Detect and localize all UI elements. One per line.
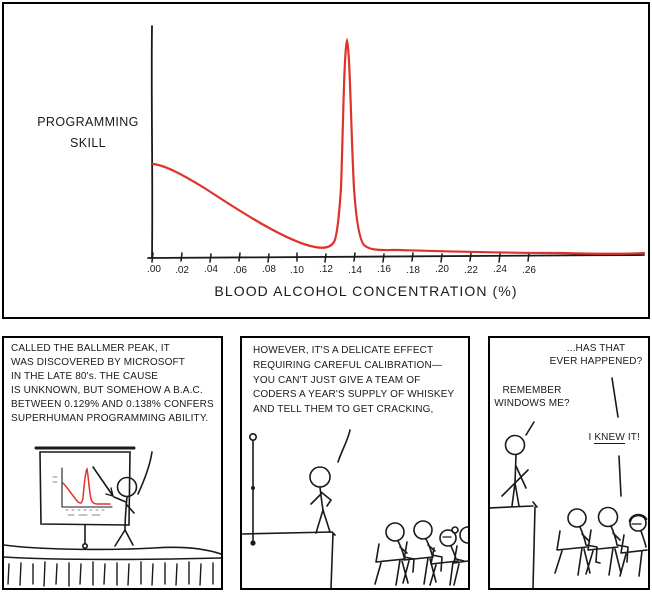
speech-line-text: EVER HAPPENED?: [549, 356, 643, 367]
tick-label: .26: [522, 265, 536, 276]
skill-curve: [151, 37, 646, 255]
presenter-figure: [501, 434, 529, 507]
chart-panel: .00 .02 .04 .06 .08 .10 .12 .14 .16 .18 …: [2, 2, 650, 319]
panel-3-scene: [490, 377, 648, 588]
audience-member: [374, 522, 415, 586]
mic-stand: [249, 433, 258, 546]
speaker-line: [337, 429, 351, 463]
speech-far: ...HAS THAT EVER HAPPENED?: [546, 342, 646, 368]
y-axis-label: PROGRAMMING SKILL: [37, 115, 139, 150]
panel-1-caption: CALLED THE BALLMER PEAK, IT WAS DISCOVER…: [11, 342, 214, 426]
speech-line-text: WINDOWS ME?: [494, 398, 570, 409]
ballmer-peak-chart: .00 .02 .04 .06 .08 .10 .12 .14 .16 .18 …: [37, 25, 646, 299]
speech-line-far: [611, 377, 619, 418]
speech-audience: I KNEW IT!: [588, 431, 640, 444]
caption-line: BETWEEN 0.129% AND 0.138% CONFERS: [11, 399, 214, 410]
tick-label: .02: [175, 265, 189, 276]
pointer-stick: [92, 466, 114, 497]
panel-2: HOWEVER, IT'S A DELICATE EFFECT REQUIRIN…: [240, 336, 470, 590]
audience-member: [453, 526, 468, 586]
tick-label: .24: [493, 264, 507, 275]
tick-label: .00: [147, 264, 161, 275]
caption-line: WAS DISCOVERED BY MICROSOFT: [11, 357, 186, 368]
audience-member: [619, 513, 648, 577]
speech-line-audience: [618, 455, 622, 497]
tick-label: .16: [377, 264, 391, 275]
audience-member: [554, 508, 601, 576]
x-axis-line: [147, 254, 645, 259]
speech-line-text: REMEMBER: [502, 385, 562, 396]
audience: [554, 506, 648, 577]
stage: [242, 531, 336, 588]
speech-presenter: REMEMBER WINDOWS ME?: [492, 384, 572, 410]
caption-line: IN THE LATE 80's. THE CAUSE: [11, 371, 159, 382]
panel-2-caption: HOWEVER, IT'S A DELICATE EFFECT REQUIRIN…: [253, 344, 454, 418]
x-axis-title: BLOOD ALCOHOL CONCENTRATION (%): [214, 283, 517, 299]
panel-3: ...HAS THAT EVER HAPPENED? REMEMBER WIND…: [488, 336, 650, 590]
chair: [554, 530, 591, 576]
y-axis-label-line2: SKILL: [70, 136, 106, 150]
projector-screen: [34, 446, 136, 550]
chair: [402, 541, 437, 585]
panel-1: CALLED THE BALLMER PEAK, IT WAS DISCOVER…: [2, 336, 223, 590]
presenter-figure: [113, 476, 138, 547]
caption-line: CODERS A YEAR'S SUPPLY OF WHISKEY: [253, 389, 455, 401]
audience-member: [585, 506, 629, 576]
x-axis-ticks: [151, 252, 530, 263]
hair: [628, 513, 648, 523]
chair: [619, 534, 648, 577]
speech-pre: I: [588, 432, 595, 443]
stage-hatching: [7, 561, 214, 587]
caption-line: CALLED THE BALLMER PEAK, IT: [11, 343, 170, 354]
mini-chart: [52, 467, 113, 516]
y-axis-line: [150, 25, 154, 258]
chair: [429, 547, 459, 586]
speech-line-presenter: [525, 421, 535, 436]
pointer-arrowhead: [105, 487, 114, 497]
tick-label: .14: [348, 265, 362, 276]
podium: [490, 501, 538, 588]
chair: [453, 545, 468, 586]
chair: [374, 543, 409, 586]
caption-line: REQUIRING CAREFUL CALIBRATION—: [253, 359, 442, 371]
speaker-line: [137, 451, 153, 495]
caption-line: IS UNKNOWN, BUT SOMEHOW A B.A.C.: [11, 385, 203, 396]
audience: [374, 520, 468, 586]
caption-line: AND TELL THEM TO GET CRACKING,: [253, 404, 434, 416]
tick-label: .08: [262, 264, 276, 275]
tick-label: .22: [464, 265, 478, 276]
audience-member: [402, 520, 443, 585]
tick-label: .12: [319, 264, 333, 275]
tick-label: .10: [290, 265, 304, 276]
speech-underlined-word: KNEW: [594, 432, 625, 444]
stage: [4, 544, 221, 587]
mini-chart-tiny-labels: [52, 476, 105, 516]
speech-line-text: ...HAS THAT: [566, 343, 626, 354]
x-tick-labels: .00 .02 .04 .06 .08 .10 .12 .14 .16 .18 …: [147, 264, 536, 276]
panel-1-scene: [4, 446, 221, 587]
tick-label: .20: [435, 264, 449, 275]
panel-2-scene: [242, 429, 468, 588]
y-axis-label-line1: PROGRAMMING: [37, 115, 139, 129]
caption-line: HOWEVER, IT'S A DELICATE EFFECT: [253, 345, 434, 356]
mini-skill-curve: [62, 467, 111, 505]
chair: [585, 529, 622, 576]
audience-member: [429, 526, 465, 586]
caption-line: SUPERHUMAN PROGRAMMING ABILITY.: [11, 413, 209, 424]
tick-label: .04: [204, 264, 218, 275]
caption-line: YOU CAN'T JUST GIVE A TEAM OF: [253, 374, 421, 386]
hair-bun: [451, 526, 459, 534]
presenter-figure: [309, 466, 333, 534]
tick-label: .06: [233, 265, 247, 276]
speech-post: IT!: [624, 432, 640, 443]
tick-label: .18: [406, 265, 420, 276]
